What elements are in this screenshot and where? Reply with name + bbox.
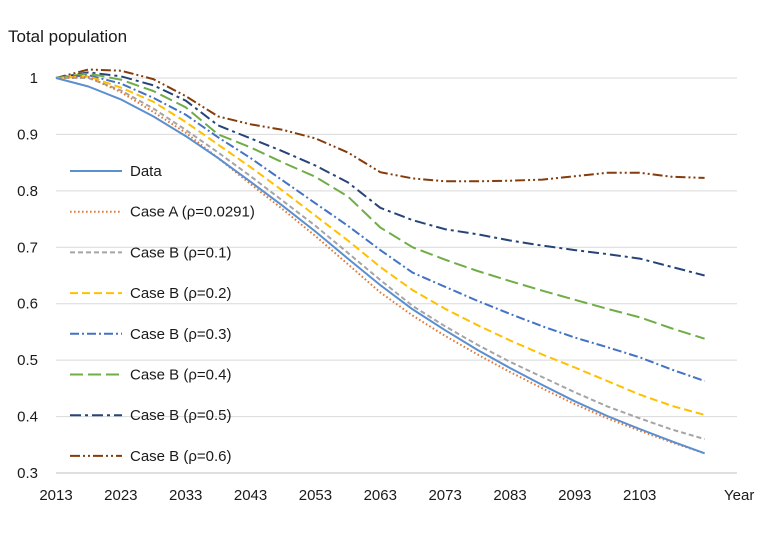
legend-label: Case A (ρ=0.0291) [130,204,255,221]
legend-label: Case B (ρ=0.5) [130,407,232,424]
series-line [55,71,705,277]
x-tick-label: 2043 [234,487,267,504]
x-tick-label: 2103 [623,487,656,504]
series-line [55,77,705,455]
x-tick-label: 2093 [558,487,591,504]
y-tick-label: 0.4 [17,409,38,426]
y-tick-label: 0.5 [17,352,38,369]
series-lines [55,68,705,455]
x-tick-label: 2063 [364,487,397,504]
gridlines [56,77,737,474]
y-tick-label: 0.6 [17,296,38,313]
x-tick-label: 2053 [299,487,332,504]
x-tick-label: 2083 [493,487,526,504]
y-tick-label: 0.9 [17,126,38,143]
legend-label: Case B (ρ=0.4) [130,367,232,384]
series-line [55,74,705,382]
x-tick-label: 2033 [169,487,202,504]
legend-label: Data [130,163,162,180]
y-tick-label: 1 [30,70,38,87]
legend-label: Case B (ρ=0.3) [130,326,232,343]
legend: Data Case A (ρ=0.0291) Case B (ρ=0.1) Case … [70,163,255,465]
y-tick-label: 0.8 [17,183,38,200]
x-axis-title: Year [724,487,754,504]
y-tick-label: 0.3 [17,465,38,482]
series-line [55,75,705,455]
y-axis-ticks: 0.3 0.4 0.5 0.6 0.7 0.8 0.9 1 [17,70,38,482]
series-line [55,72,705,340]
series-line [55,68,705,183]
y-tick-label: 0.7 [17,239,38,256]
x-tick-label: 2013 [39,487,72,504]
x-tick-label: 2073 [428,487,461,504]
legend-label: Case B (ρ=0.6) [130,448,232,465]
legend-label: Case B (ρ=0.1) [130,244,232,261]
x-tick-label: 2023 [104,487,137,504]
legend-label: Case B (ρ=0.2) [130,285,232,302]
y-axis-title: Total population [8,27,127,46]
x-axis-ticks: 2013 2023 2033 2043 2053 2063 2073 2083 2093 2103 [39,487,656,504]
series-line [55,75,705,416]
